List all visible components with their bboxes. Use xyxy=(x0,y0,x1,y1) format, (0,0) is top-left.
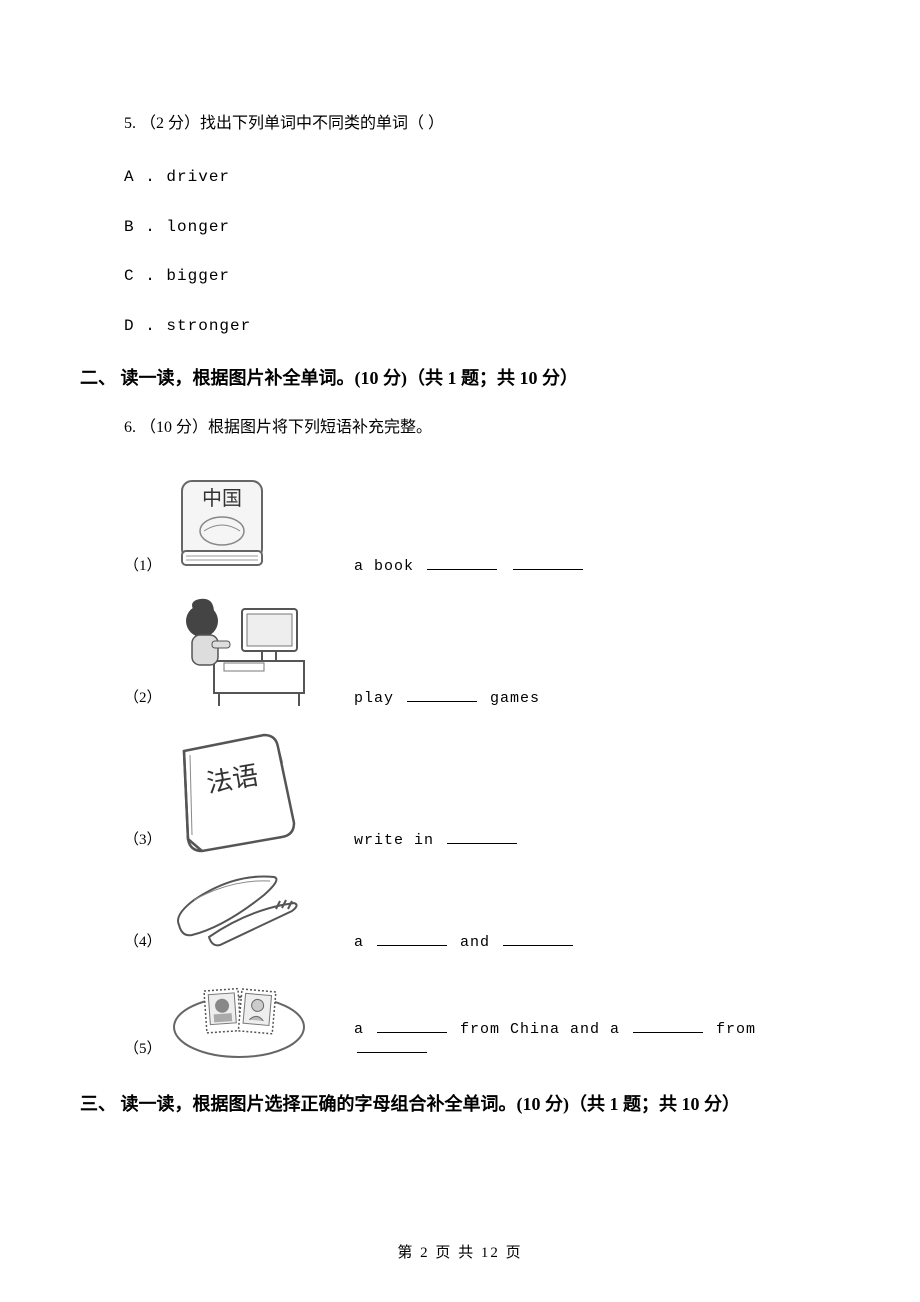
text-pre: a xyxy=(354,1021,374,1038)
stamps-icon xyxy=(164,967,354,1066)
q6-item-3: （3） 法语 write in xyxy=(124,723,840,857)
item-number: （4） xyxy=(124,930,164,959)
text-pre: write in xyxy=(354,832,444,849)
fill-text-2: play games xyxy=(354,687,540,715)
item-number: （2） xyxy=(124,686,164,715)
text-post: games xyxy=(480,690,540,707)
blank[interactable] xyxy=(503,931,573,946)
q5-option-a: A . driver xyxy=(124,165,840,191)
fill-text-4: a and xyxy=(354,931,576,959)
q5-option-c: C . bigger xyxy=(124,264,840,290)
text-mid: and xyxy=(450,934,500,951)
q6-item-5: （5） a from China and a from xyxy=(124,967,840,1066)
q5-stem: 5. （2 分）找出下列单词中不同类的单词（ ） xyxy=(124,110,840,137)
blank[interactable] xyxy=(633,1018,703,1033)
book-china-icon: 中国 xyxy=(164,469,354,583)
q6-stem: 6. （10 分）根据图片将下列短语补充完整。 xyxy=(124,414,840,441)
blank[interactable] xyxy=(377,1018,447,1033)
blank[interactable] xyxy=(407,687,477,702)
q6-item-2: （2） play games xyxy=(124,591,840,715)
q6-item-4: （4） a and xyxy=(124,865,840,959)
section-3-title: 三、 读一读，根据图片选择正确的字母组合补全单词。(10 分)（共 1 题；共 … xyxy=(80,1090,840,1116)
text-pre: a book xyxy=(354,558,424,575)
page-footer: 第 2 页 共 12 页 xyxy=(0,1241,920,1262)
text-mid: from xyxy=(706,1021,756,1038)
fill-text-1: a book xyxy=(354,555,586,583)
q5-option-d: D . stronger xyxy=(124,314,840,340)
blank[interactable] xyxy=(513,555,583,570)
section-2-title: 二、 读一读，根据图片补全单词。(10 分)（共 1 题；共 10 分） xyxy=(80,364,840,390)
text-mid: from China and a xyxy=(450,1021,630,1038)
page-container: 5. （2 分）找出下列单词中不同类的单词（ ） A . driver B . … xyxy=(0,0,920,1302)
blank[interactable] xyxy=(357,1038,427,1053)
fill-text-3: write in xyxy=(354,829,520,857)
blank[interactable] xyxy=(377,931,447,946)
book-french-icon: 法语 xyxy=(164,723,354,857)
blank[interactable] xyxy=(427,555,497,570)
svg-text:中国: 中国 xyxy=(202,487,242,510)
fill-text-5: a from China and a from xyxy=(354,1018,840,1066)
text-pre: play xyxy=(354,690,404,707)
blank[interactable] xyxy=(447,829,517,844)
q6-item-1: （1） 中国 a book xyxy=(124,469,840,583)
text-pre: a xyxy=(354,934,374,951)
item-number: （1） xyxy=(124,554,164,583)
knife-fork-icon xyxy=(164,865,354,959)
text-mid xyxy=(500,558,510,575)
item-number: （5） xyxy=(124,1037,164,1066)
computer-games-icon xyxy=(164,591,354,715)
item-number: （3） xyxy=(124,828,164,857)
q5-option-b: B . longer xyxy=(124,215,840,241)
